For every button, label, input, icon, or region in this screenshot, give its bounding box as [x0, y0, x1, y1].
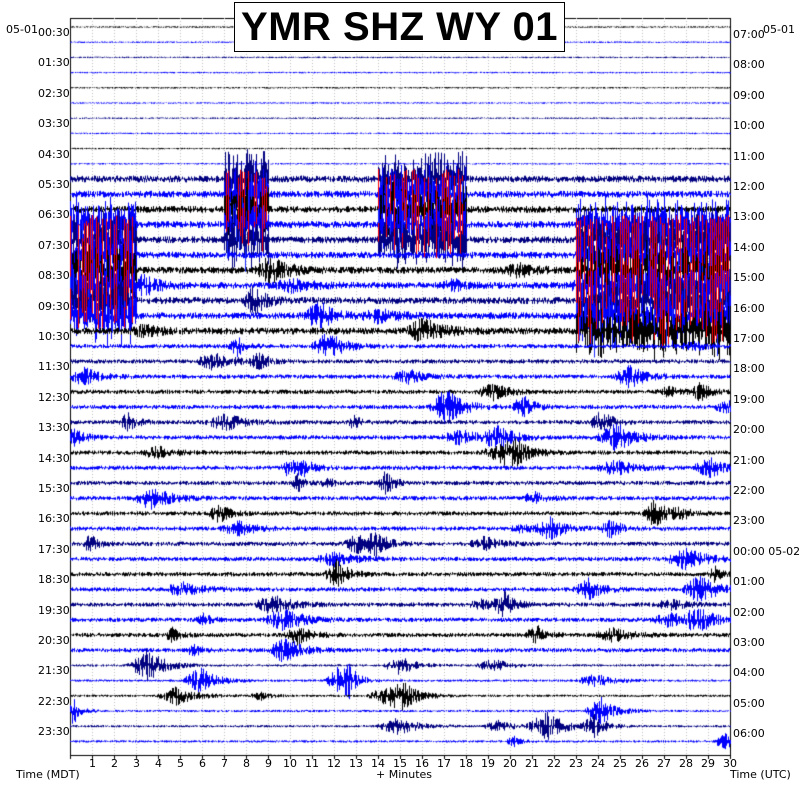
- date-left: 05-01: [6, 23, 38, 36]
- x-tick-label: 29: [701, 757, 715, 770]
- left-time-label: 07:30: [38, 238, 70, 252]
- left-time-label: 08:30: [38, 269, 70, 283]
- date-right: 05-01: [763, 23, 795, 36]
- x-tick-label: 1: [89, 757, 96, 770]
- left-time-label: 15:30: [38, 482, 70, 495]
- x-tick-label: 20: [503, 757, 517, 770]
- left-time-label: 01:30: [38, 56, 70, 70]
- x-tick-label: 19: [481, 757, 495, 770]
- x-tick-label: 8: [243, 757, 250, 770]
- left-time-label: 12:30: [38, 390, 70, 404]
- right-time-label: 12:00: [733, 180, 765, 193]
- x-tick-label: 13: [349, 757, 363, 770]
- left-time-label: 03:30: [38, 117, 70, 131]
- x-tick-label: 17: [437, 757, 451, 770]
- left-time-label: 22:30: [38, 694, 70, 708]
- left-time-label: 10:30: [38, 330, 70, 343]
- right-time-label: 17:00: [733, 332, 765, 345]
- left-time-label: 19:30: [38, 603, 70, 617]
- x-tick-label: 10: [283, 757, 297, 770]
- x-tick-label: 11: [305, 757, 319, 770]
- x-tick-label: 27: [657, 757, 671, 770]
- x-label-right: Time (UTC): [730, 768, 791, 781]
- right-time-label: 15:00: [733, 271, 765, 285]
- right-time-label: 09:00: [733, 88, 765, 102]
- left-time-label: 20:30: [38, 634, 70, 647]
- right-time-label: 13:00: [733, 210, 765, 224]
- right-time-label: 11:00: [733, 149, 765, 163]
- right-time-label: 03:00: [733, 636, 765, 649]
- x-tick-label: 3: [133, 757, 140, 770]
- x-tick-label: 14: [371, 757, 385, 770]
- right-time-label: 07:00: [733, 28, 765, 41]
- right-time-label: 10:00: [733, 119, 765, 133]
- right-time-label: 23:00: [733, 514, 765, 528]
- right-time-label: 02:00: [733, 605, 765, 619]
- x-tick-label: 4: [155, 757, 162, 770]
- right-time-label: 05:00: [733, 696, 765, 710]
- x-tick-label: 2: [111, 757, 118, 770]
- x-tick-label: 23: [569, 757, 583, 770]
- right-time-label: 08:00: [733, 58, 765, 72]
- left-time-label: 18:30: [38, 573, 70, 587]
- right-time-label: 16:00: [733, 301, 765, 315]
- right-time-label: 21:00: [733, 453, 765, 467]
- left-time-label: 17:30: [38, 542, 70, 556]
- right-time-label: 00:00 05-02: [733, 544, 800, 558]
- x-tick-label: 18: [459, 757, 473, 770]
- right-time-label: 06:00: [733, 727, 765, 741]
- x-tick-label: 24: [591, 757, 605, 770]
- left-time-label: 23:30: [38, 725, 70, 739]
- x-tick-label: 6: [199, 757, 206, 770]
- right-time-label: 18:00: [733, 362, 765, 376]
- x-tick-label: 22: [547, 757, 561, 770]
- left-time-label: 00:30: [38, 26, 70, 39]
- right-time-label: 01:00: [733, 575, 765, 589]
- left-time-label: 16:30: [38, 512, 70, 526]
- left-time-label: 04:30: [38, 147, 70, 161]
- x-label-left: Time (MDT): [16, 768, 80, 781]
- left-time-label: 05:30: [38, 178, 70, 191]
- x-tick-label: 28: [679, 757, 693, 770]
- station-title: YMR SHZ WY 01: [234, 2, 565, 52]
- x-tick-label: 5: [177, 757, 184, 770]
- right-time-label: 22:00: [733, 484, 765, 497]
- left-time-label: 11:30: [38, 360, 70, 374]
- x-tick-label: 30: [723, 757, 737, 770]
- x-tick-label: 15: [393, 757, 407, 770]
- right-time-label: 14:00: [733, 240, 765, 254]
- x-tick-label: 25: [613, 757, 627, 770]
- x-tick-label: 16: [415, 757, 429, 770]
- right-time-label: 19:00: [733, 392, 765, 406]
- left-time-label: 02:30: [38, 86, 70, 100]
- left-time-label: 06:30: [38, 208, 70, 222]
- left-time-label: 21:30: [38, 664, 70, 678]
- x-tick-label: 12: [327, 757, 341, 770]
- left-time-label: 09:30: [38, 299, 70, 313]
- x-label-center: + Minutes: [376, 768, 433, 781]
- x-tick-label: 9: [265, 757, 272, 770]
- right-time-label: 20:00: [733, 423, 765, 437]
- x-tick-label: 26: [635, 757, 649, 770]
- left-time-label: 14:30: [38, 451, 70, 465]
- x-tick-label: 21: [525, 757, 539, 770]
- x-tick-label: 7: [221, 757, 228, 770]
- left-time-label: 13:30: [38, 421, 70, 435]
- right-time-label: 04:00: [733, 666, 765, 680]
